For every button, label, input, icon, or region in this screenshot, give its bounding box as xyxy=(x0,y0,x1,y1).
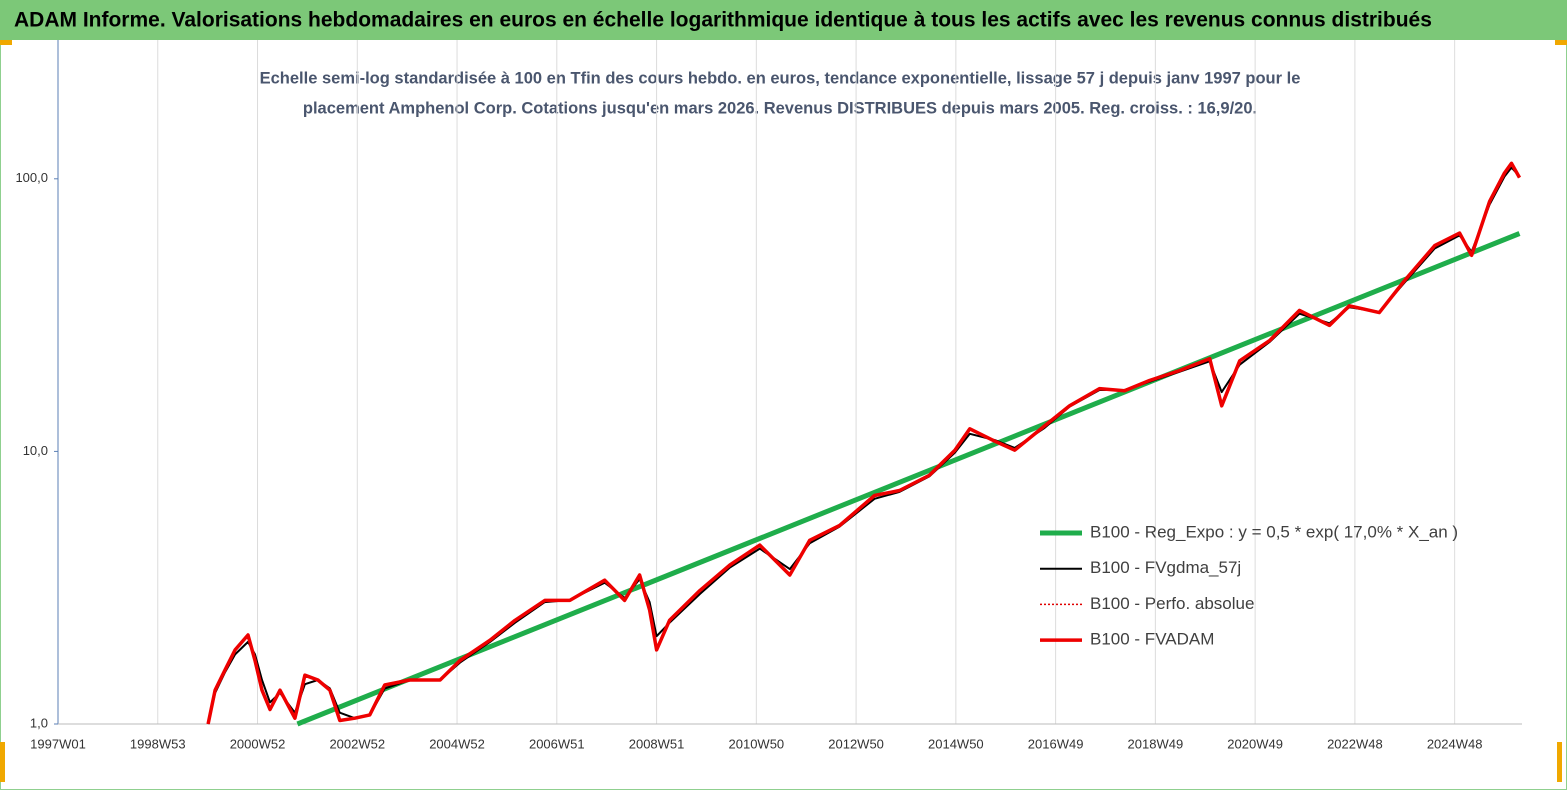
grid: 1997W01 1998W53 2000W52 2002W52 2004W52 2006W… xyxy=(15,40,1522,751)
corner-mark xyxy=(1557,742,1562,782)
x-tick-label: 2010W50 xyxy=(729,736,785,751)
x-tick-label: 2014W50 xyxy=(928,736,984,751)
chart-subtitle: Echelle semi-log standardisée à 100 en T… xyxy=(260,69,1301,87)
legend: B100 - Reg_Expo : y = 0,5 * exp( 17,0% *… xyxy=(1040,522,1458,649)
header-bar xyxy=(0,0,1567,40)
chart-subtitle: placement Amphenol Corp. Cotations jusqu… xyxy=(303,99,1257,117)
y-tick-label: 100,0 xyxy=(15,170,48,185)
y-tick-label: 1,0 xyxy=(30,715,48,730)
legend-label: B100 - Reg_Expo : y = 0,5 * exp( 17,0% *… xyxy=(1090,522,1458,541)
corner-mark xyxy=(1555,40,1567,45)
x-tick-label: 2004W52 xyxy=(429,736,485,751)
corner-mark xyxy=(0,40,12,45)
plot-lines xyxy=(206,161,1522,727)
x-tick-label: 2016W49 xyxy=(1028,736,1084,751)
series-line xyxy=(296,231,1521,727)
legend-label: B100 - Perfo. absolue xyxy=(1090,594,1254,613)
x-tick-label: 2000W52 xyxy=(230,736,286,751)
x-tick-label: 2018W49 xyxy=(1128,736,1184,751)
x-tick-label: 2024W48 xyxy=(1427,736,1483,751)
x-tick-label: 2020W49 xyxy=(1227,736,1283,751)
y-tick-label: 10,0 xyxy=(23,443,48,458)
x-tick-label: 2022W48 xyxy=(1327,736,1383,751)
x-tick-label: 2006W51 xyxy=(529,736,585,751)
x-tick-label: 2002W52 xyxy=(329,736,385,751)
legend-label: B100 - FVADAM xyxy=(1090,630,1214,649)
x-tick-label: 1998W53 xyxy=(130,736,186,751)
chart-title: ADAM Informe. Valorisations hebdomadaire… xyxy=(14,9,1432,32)
corner-mark xyxy=(0,742,5,782)
series-line xyxy=(206,161,1522,725)
x-tick-label: 1997W01 xyxy=(30,736,86,751)
legend-label: B100 - FVgdma_57j xyxy=(1090,558,1241,577)
x-tick-label: 2012W50 xyxy=(828,736,884,751)
x-tick-label: 2008W51 xyxy=(629,736,685,751)
